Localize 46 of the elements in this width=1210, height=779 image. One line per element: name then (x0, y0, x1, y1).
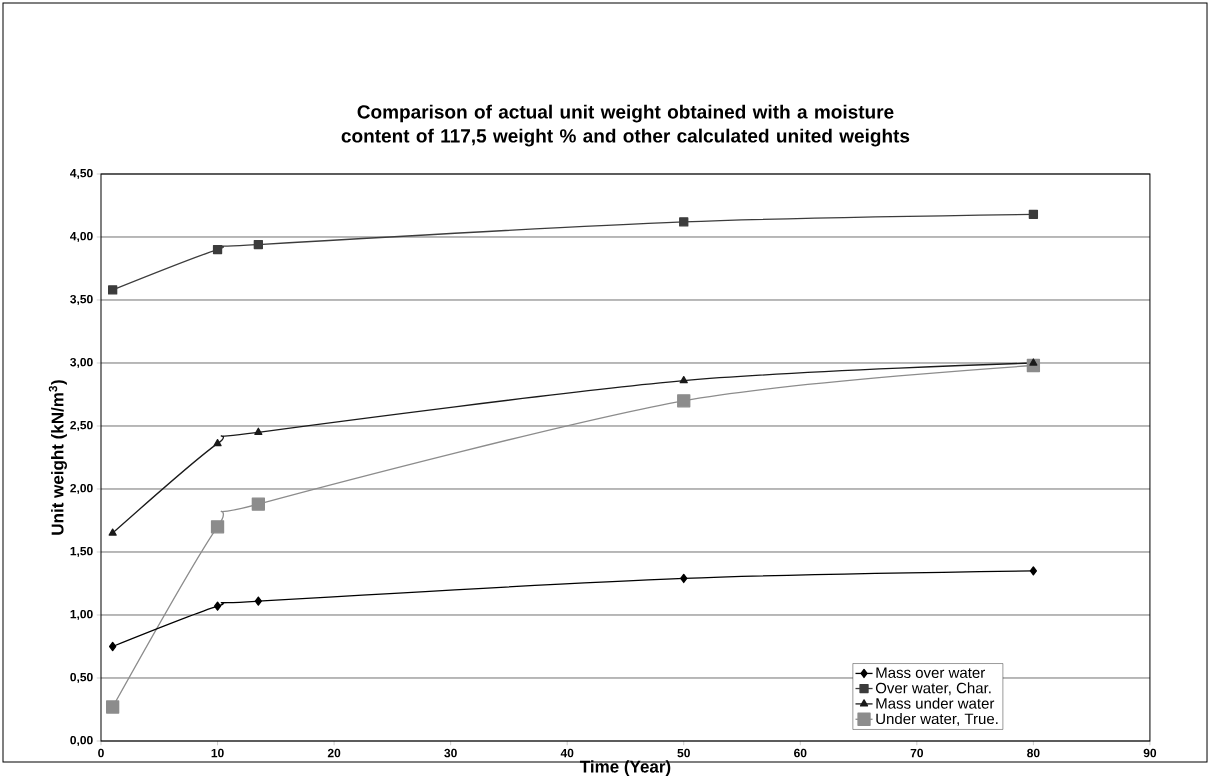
point (677, 393, 691, 408)
x-axis-title: Time (Year) (579, 760, 671, 776)
x-tick-label: 10 (211, 748, 224, 758)
point (210, 519, 225, 534)
y-axis-title: Unit weight (kN/m$^{3}$) (48, 380, 67, 535)
x-tick-label: 20 (327, 748, 341, 758)
y-tick-label: 3,50 (70, 294, 93, 305)
y-tick-label: 1,00 (70, 609, 93, 620)
point (679, 217, 689, 227)
point (1029, 566, 1038, 576)
y-tick-label: 2,50 (70, 420, 93, 431)
point (106, 700, 120, 714)
x-tick-label: 80 (1027, 748, 1040, 758)
y-tick-label: 0,50 (70, 672, 93, 683)
y-tick-label: 4,50 (70, 168, 93, 179)
point (254, 427, 263, 435)
x-tick-label: 60 (794, 748, 807, 758)
point (213, 438, 222, 447)
point (109, 641, 117, 651)
y-tick-label: 0,00 (70, 735, 93, 746)
x-tick-label: 70 (910, 748, 924, 758)
point (254, 596, 262, 606)
point (679, 375, 688, 384)
y-tick-label: 2,00 (70, 483, 93, 494)
x-tick-label: 40 (560, 748, 574, 758)
legend-label: Mass over water (876, 667, 985, 678)
point (108, 285, 118, 295)
point (680, 573, 688, 583)
legend-label: Under water, True. (876, 712, 998, 726)
point (1029, 358, 1038, 366)
y-tick-label: 4,00 (70, 231, 93, 242)
point (253, 239, 263, 250)
point (251, 497, 265, 511)
x-tick-label: 50 (677, 748, 690, 758)
x-tick-label: 30 (444, 748, 457, 758)
x-tick-label: 90 (1143, 748, 1157, 758)
legend-label: Over water, Char. (875, 682, 991, 695)
chart-title: Comparison of actual unit weight obtained with a moisture content of 117,5 weight % and other calculated united weights (341, 104, 910, 147)
y-tick-label: 3,00 (70, 357, 93, 368)
point (213, 601, 222, 611)
y-tick-label: 1,50 (70, 546, 93, 557)
point (212, 244, 223, 255)
point (108, 528, 117, 536)
point (1028, 209, 1039, 219)
x-tick-label: 0 (98, 748, 104, 758)
legend-label: Mass under water (876, 697, 995, 709)
